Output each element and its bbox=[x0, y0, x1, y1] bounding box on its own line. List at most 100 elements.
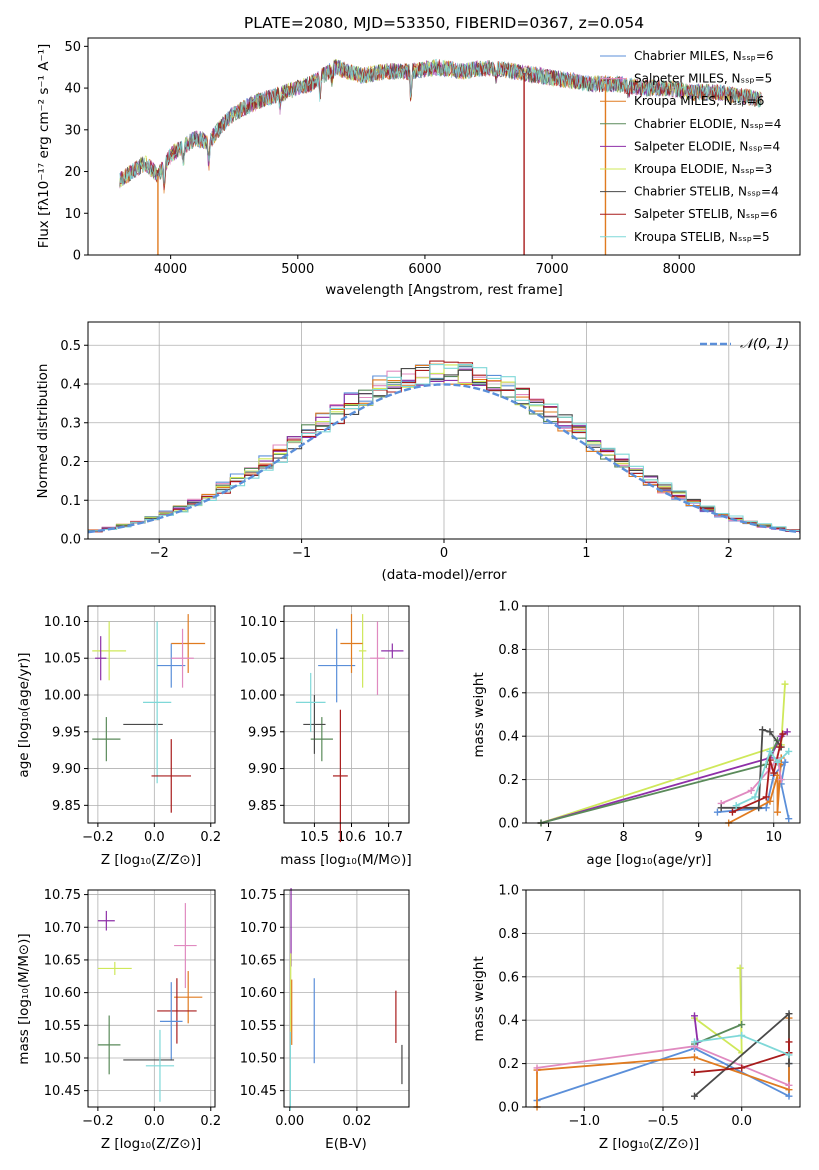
weight-marker bbox=[758, 726, 766, 734]
x-tick-label: 0.00 bbox=[275, 1114, 304, 1129]
weight-marker bbox=[736, 964, 744, 972]
spectrum-legend: Chabrier MILES, Nₛₛₚ=6 Salpeter MILES, Nₛ… bbox=[600, 49, 781, 244]
legend-label: Kroupa MILES, Nₛₛₚ=6 bbox=[634, 94, 764, 108]
legend-label: Salpeter MILES, Nₛₛₚ=5 bbox=[634, 72, 772, 86]
spectrum-ylabel: Flux [fλ10⁻¹⁷ erg cm⁻² s⁻¹ A⁻¹] bbox=[36, 44, 52, 249]
weight-series bbox=[728, 730, 787, 816]
weight-marker bbox=[713, 808, 721, 816]
weight-marker bbox=[785, 1010, 793, 1018]
y-tick-label: 10.00 bbox=[44, 689, 81, 704]
y-tick-label: 40 bbox=[64, 82, 81, 97]
age-vs-z-ylabel: age [log₁₀(age/yr)] bbox=[16, 652, 32, 777]
x-tick-label: 0.2 bbox=[200, 830, 221, 845]
y-tick-label: 20 bbox=[64, 165, 81, 180]
y-tick-label: 0.0 bbox=[498, 1101, 519, 1116]
mass-vs-z-panel: −0.2 0.0 0.2 10.45 10.50 10.55 10.60 10.65 10.70… bbox=[16, 888, 221, 1152]
weight-marker bbox=[690, 1092, 698, 1100]
x-tick-label: 10.5 bbox=[300, 830, 329, 845]
data-point bbox=[332, 709, 348, 843]
data-point bbox=[151, 739, 192, 813]
y-tick-label: 30 bbox=[64, 123, 81, 138]
data-point bbox=[145, 1029, 175, 1102]
y-tick-label: 0.8 bbox=[498, 927, 519, 942]
data-point bbox=[92, 621, 127, 681]
y-tick-label: 10.55 bbox=[44, 1019, 81, 1034]
x-tick-label: 6000 bbox=[408, 262, 441, 277]
weight-marker bbox=[762, 804, 770, 812]
spectrum-xlabel: wavelength [Angstrom, rest frame] bbox=[325, 282, 563, 298]
x-tick-label: 8000 bbox=[663, 262, 696, 277]
legend-label: Kroupa ELODIE, Nₛₛₚ=3 bbox=[634, 162, 772, 176]
weight-line bbox=[694, 1041, 790, 1074]
mass-vs-ebv-panel: 0.00 0.02 10.45 10.50 10.55 10.60 10.65 10.70 10… bbox=[240, 888, 410, 1152]
y-tick-label: 10.70 bbox=[44, 921, 81, 936]
x-tick-label: −1 bbox=[292, 546, 311, 561]
data-point bbox=[340, 614, 363, 673]
y-tick-label: 10.50 bbox=[240, 1051, 277, 1066]
weight-marker bbox=[785, 1060, 793, 1068]
data-point bbox=[171, 628, 194, 688]
weight-marker bbox=[770, 769, 778, 777]
data-point bbox=[159, 982, 183, 1061]
x-tick-label: 4000 bbox=[154, 262, 187, 277]
mass-vs-z-xlabel: Z [log₁₀(Z/Z⊙)] bbox=[101, 1136, 201, 1152]
y-tick-label: 10 bbox=[64, 207, 81, 222]
legend-label: Chabrier STELIB, Nₛₛₚ=4 bbox=[634, 185, 779, 199]
age-vs-mass-panel: 10.5 10.6 10.79.859.909.9510.0010.0510.10 … bbox=[240, 605, 412, 868]
data-point bbox=[318, 628, 356, 703]
residuals-ticks: −2 −1 0 1 2 0.0 0.1 0.2 0.3 0.4 0.5 bbox=[60, 339, 733, 561]
panel-frame bbox=[525, 889, 801, 1108]
weight-marker bbox=[777, 776, 785, 784]
data-point bbox=[381, 643, 404, 659]
x-tick-label: 0.2 bbox=[200, 1114, 221, 1129]
y-tick-label: 0.6 bbox=[498, 686, 519, 701]
weight-marker bbox=[785, 1092, 793, 1100]
data-point bbox=[92, 717, 121, 762]
weight-marker bbox=[785, 815, 793, 823]
weight-marker bbox=[785, 1038, 793, 1046]
y-tick-label: 10.10 bbox=[44, 615, 81, 630]
weight-marker bbox=[738, 1021, 746, 1029]
y-tick-label: 10.60 bbox=[240, 986, 277, 1001]
y-tick-label: 9.90 bbox=[248, 762, 277, 777]
y-tick-label: 0 bbox=[73, 249, 81, 264]
x-tick-label: 7000 bbox=[536, 262, 569, 277]
x-tick-label: 0.0 bbox=[731, 1114, 752, 1129]
y-tick-label: 0.4 bbox=[60, 378, 81, 393]
weight-vs-z-panel: −1.0 −0.5 0.0 0.0 0.2 0.4 0.6 0.8 1.0 Z [log₁₀(Z… bbox=[471, 884, 801, 1152]
y-tick-label: 10.10 bbox=[240, 615, 277, 630]
y-tick-label: 1.0 bbox=[498, 600, 519, 615]
y-tick-label: 10.70 bbox=[240, 921, 277, 936]
data-point bbox=[157, 643, 186, 688]
weight-marker bbox=[783, 728, 791, 736]
panel-frame bbox=[525, 605, 801, 824]
x-tick-label: 0.0 bbox=[144, 1114, 165, 1129]
data-point bbox=[370, 621, 385, 696]
x-tick-label: 8 bbox=[619, 830, 627, 845]
residuals-plot-area bbox=[87, 360, 801, 534]
weight-marker bbox=[690, 1038, 698, 1046]
y-tick-label: 9.85 bbox=[52, 799, 81, 814]
spectrum-frame bbox=[87, 37, 801, 256]
mass-vs-ebv-xlabel: E(B-V) bbox=[325, 1136, 367, 1152]
weight-marker bbox=[738, 1064, 746, 1072]
spectrum-ticks: 4000 5000 6000 7000 8000 0 10 20 30 40 50 bbox=[64, 40, 695, 277]
weight-marker bbox=[779, 730, 787, 738]
x-tick-label: 9 bbox=[695, 830, 703, 845]
panel-frame bbox=[87, 605, 216, 824]
y-tick-label: 0.2 bbox=[60, 455, 81, 470]
spectrum-line bbox=[119, 58, 762, 186]
x-tick-label: −0.2 bbox=[82, 1114, 114, 1129]
x-tick-label: 7 bbox=[544, 830, 552, 845]
weight-marker bbox=[781, 758, 789, 766]
weight-marker bbox=[776, 743, 784, 751]
weight-line bbox=[540, 684, 786, 824]
residuals-ylabel: Normed distribution bbox=[35, 364, 51, 499]
x-tick-label: 5000 bbox=[281, 262, 314, 277]
weight-marker bbox=[766, 747, 774, 755]
weight-series bbox=[732, 747, 793, 810]
legend-label: Chabrier ELODIE, Nₛₛₚ=4 bbox=[634, 117, 781, 131]
weight-vs-age-panel: 7 8 9 10 0.0 0.2 0.4 0.6 0.8 1.0 age [log₁₀(age/y… bbox=[471, 600, 801, 868]
grid-and-ticks: 7 8 9 10 0.0 0.2 0.4 0.6 0.8 1.0 bbox=[498, 600, 800, 845]
weight-marker bbox=[773, 808, 781, 816]
